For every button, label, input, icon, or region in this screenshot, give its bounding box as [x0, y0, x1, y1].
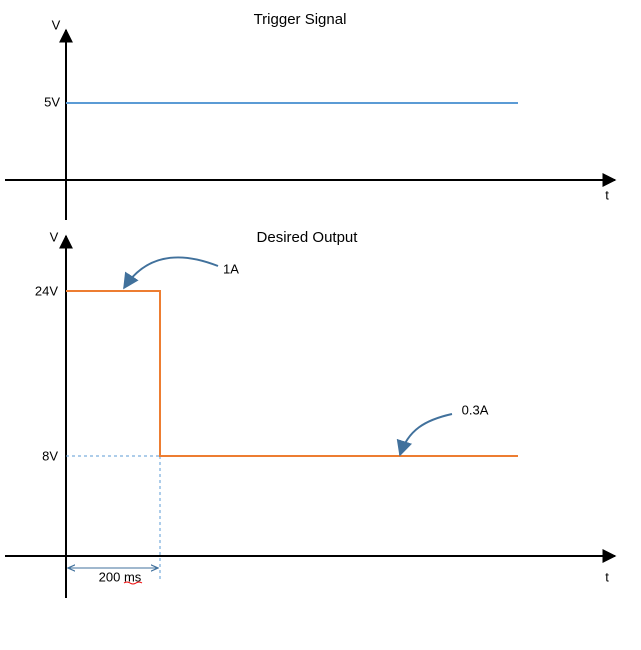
- low-level-label: 8V: [42, 448, 58, 463]
- bottom-chart: Desired Output V t 24V 8V 200 ms 1A 0.3A: [5, 229, 617, 598]
- spell-underline: [123, 581, 143, 585]
- current-annotation: 0.3A: [462, 402, 489, 417]
- output-line: [66, 290, 518, 457]
- level-label: 5V: [44, 94, 60, 109]
- chart-title: Desired Output: [257, 229, 359, 246]
- callout-arrow: [396, 413, 453, 457]
- current-annotation: 1A: [223, 261, 239, 276]
- callout-arrow: [123, 256, 219, 290]
- x-axis-label: t: [605, 569, 609, 584]
- chart-title: Trigger Signal: [254, 11, 347, 28]
- y-axis-label: V: [52, 17, 61, 32]
- high-level-label: 24V: [35, 283, 58, 298]
- top-chart: Trigger Signal V t 5V: [5, 11, 617, 220]
- duration-label: 200 ms: [99, 569, 142, 584]
- y-axis-label: V: [50, 229, 59, 244]
- x-axis-label: t: [605, 187, 609, 202]
